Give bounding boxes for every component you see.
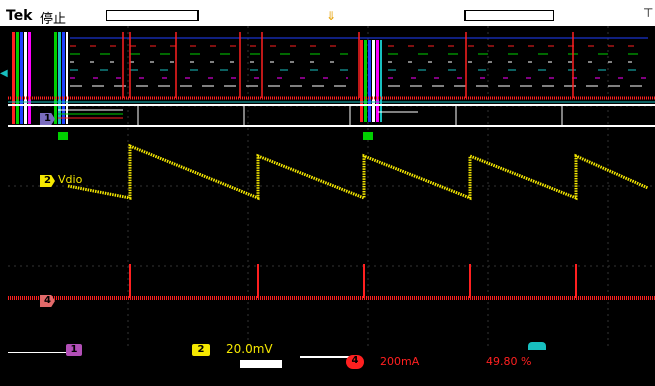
ch4-badge[interactable]: 4 <box>346 355 364 369</box>
cyan-badge[interactable] <box>528 342 546 350</box>
corner-marker-icon: ⊤ <box>643 6 654 20</box>
ch4-marker[interactable]: 4 <box>40 295 55 307</box>
trigger-position-icon: ⇓ <box>326 9 337 23</box>
waveform-display[interactable] <box>8 26 655 348</box>
status-bar: Tek 停止 ⇓ ⊤ <box>0 0 655 27</box>
record-view-window[interactable] <box>197 10 466 21</box>
offscreen-arrow-icon[interactable]: ◀ <box>0 68 8 79</box>
graticule <box>8 26 655 348</box>
ch2-marker[interactable]: 2 <box>40 175 55 187</box>
acquisition-state: 停止 <box>40 12 67 27</box>
ch1-badge[interactable]: 1 <box>66 344 82 356</box>
ch4-scale: 200mA <box>380 355 420 368</box>
ch2-label: Vdio <box>58 173 83 186</box>
ch2-badge[interactable]: 2 <box>192 344 210 356</box>
ch2-trace <box>67 143 649 201</box>
timebase-box[interactable] <box>240 360 282 368</box>
ch1-marker[interactable]: 1 <box>40 113 55 125</box>
digital-bus-traces <box>8 32 655 124</box>
readout-bar <box>0 348 655 386</box>
ch4-trace <box>8 264 655 300</box>
ch1-trace <box>8 104 655 140</box>
trigger-readout: 49.80 % <box>486 355 532 368</box>
ch2-scale: 20.0mV <box>226 342 273 356</box>
divider <box>300 356 358 358</box>
divider <box>8 352 68 353</box>
brand-logo: Tek <box>6 8 33 24</box>
waveform-canvas <box>8 26 655 348</box>
